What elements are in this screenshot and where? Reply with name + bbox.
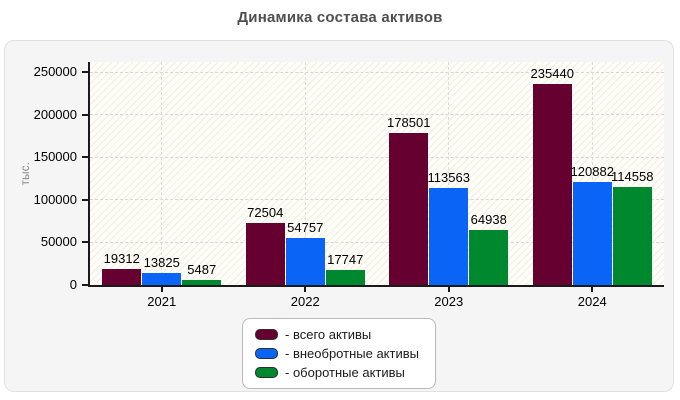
chart-panel: тыс. 19312 13825 5487 72504 54757 17747 178501… [4, 40, 674, 392]
bar [429, 188, 469, 285]
bar [102, 268, 142, 285]
gridline-vertical [161, 62, 163, 285]
gridline-horizontal [90, 156, 664, 158]
y-tick-label: 250000 [33, 64, 77, 79]
y-tick-label: 0 [69, 277, 77, 292]
gridline-horizontal [90, 114, 664, 116]
legend-item-label: - оборотные активы [285, 365, 405, 380]
y-tick-label: 200000 [33, 106, 77, 122]
legend-swatch [255, 329, 279, 340]
bar-value-label: 72504 [247, 205, 284, 221]
legend-swatch [255, 348, 279, 359]
legend-item: - всего активы [255, 327, 419, 342]
gridline-horizontal [90, 71, 664, 73]
y-tick-mark [82, 241, 88, 244]
bar-value-label: 54757 [287, 220, 324, 236]
y-tick-mark [82, 198, 88, 201]
gridline-vertical [304, 62, 306, 285]
bar-value-label: 120882 [570, 164, 614, 180]
bar-value-label: 113563 [427, 170, 470, 186]
bar-value-label: 235440 [530, 66, 574, 82]
legend-item-label: - внеобротные активы [285, 346, 419, 361]
x-tick-mark [447, 287, 450, 292]
bar-value-label: 19312 [103, 250, 140, 266]
bar [389, 132, 429, 285]
gridline-vertical [591, 62, 593, 285]
x-tick-mark [304, 287, 307, 292]
plot-area: 19312 13825 5487 72504 54757 17747 178501 11356… [88, 62, 664, 287]
bar [182, 280, 222, 285]
bar [469, 229, 509, 285]
y-tick-mark [82, 113, 88, 116]
bar [142, 273, 182, 285]
x-tick-label: 2022 [290, 294, 320, 309]
y-axis-title-text: тыс. [18, 161, 32, 186]
x-tick-mark [591, 287, 594, 292]
legend: - всего активы - внеобротные активы - обор… [242, 318, 436, 389]
bar-value-label: 13825 [143, 255, 180, 271]
legend-swatch [255, 367, 279, 378]
bar [245, 223, 285, 285]
bar [572, 182, 612, 285]
y-axis-title: тыс. [17, 62, 33, 285]
chart-title: Динамика состава активов [237, 9, 443, 26]
y-tick-label: 150000 [33, 149, 77, 165]
y-tick-label: 100000 [33, 191, 77, 207]
bar [325, 269, 365, 285]
legend-item-label: - всего активы [285, 327, 372, 342]
bar [532, 84, 572, 285]
bar [285, 238, 325, 285]
x-tick-label: 2023 [434, 294, 464, 309]
y-tick-mark [82, 71, 88, 73]
y-tick-label: 50000 [40, 234, 77, 250]
gridline-vertical [448, 62, 450, 285]
x-tick-label: 2024 [577, 294, 607, 309]
legend-item: - оборотные активы [255, 365, 419, 380]
gridline-horizontal [90, 241, 664, 243]
bar [612, 187, 652, 285]
y-tick-mark [82, 284, 88, 286]
bar-value-label: 178501 [387, 114, 431, 130]
bar-value-label: 64938 [470, 211, 507, 227]
bar-value-label: 114558 [611, 169, 654, 185]
bar-value-label: 17747 [327, 251, 364, 267]
x-tick-label: 2021 [147, 294, 177, 309]
legend-item: - внеобротные активы [255, 346, 419, 361]
gridline-horizontal [90, 199, 664, 201]
x-tick-mark [160, 287, 163, 292]
y-tick-mark [82, 156, 88, 159]
bar-value-label: 5487 [187, 262, 217, 278]
